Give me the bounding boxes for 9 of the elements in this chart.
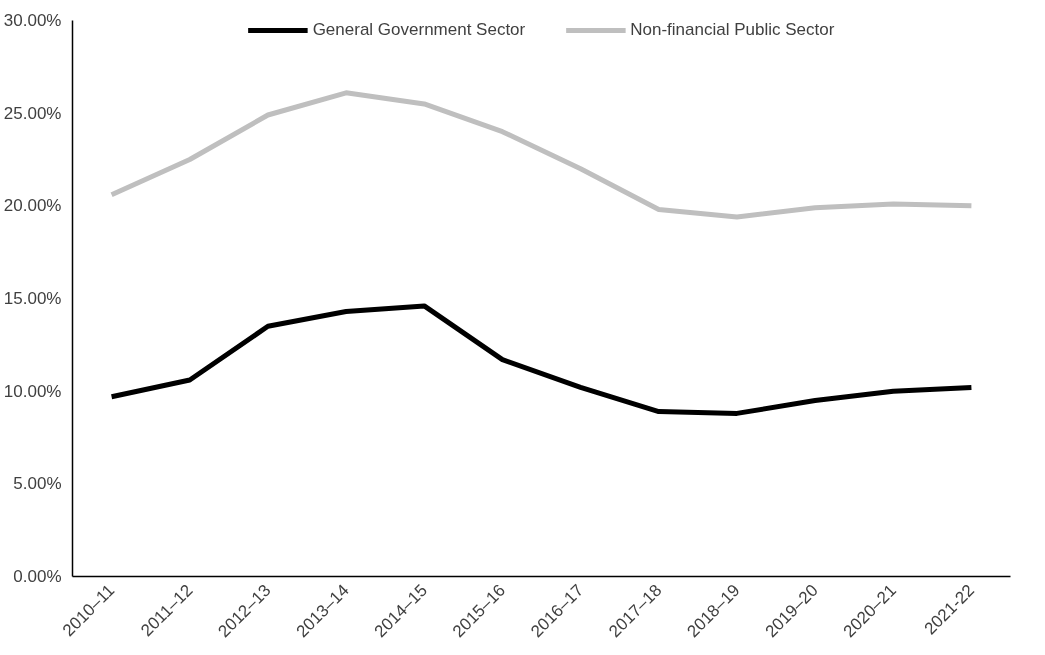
y-tick-label: 30.00% bbox=[3, 11, 62, 30]
y-tick-label: 5.00% bbox=[13, 474, 62, 494]
y-tick-label: 10.00% bbox=[3, 381, 62, 401]
legend-label: General Government Sector bbox=[312, 20, 526, 40]
legend-label: Non-financial Public Sector bbox=[630, 20, 835, 40]
y-tick-label: 15.00% bbox=[3, 289, 62, 308]
y-tick-label: 20.00% bbox=[3, 196, 62, 216]
y-tick-label: 25.00% bbox=[3, 103, 62, 123]
y-tick-label: 0.00% bbox=[13, 567, 62, 586]
